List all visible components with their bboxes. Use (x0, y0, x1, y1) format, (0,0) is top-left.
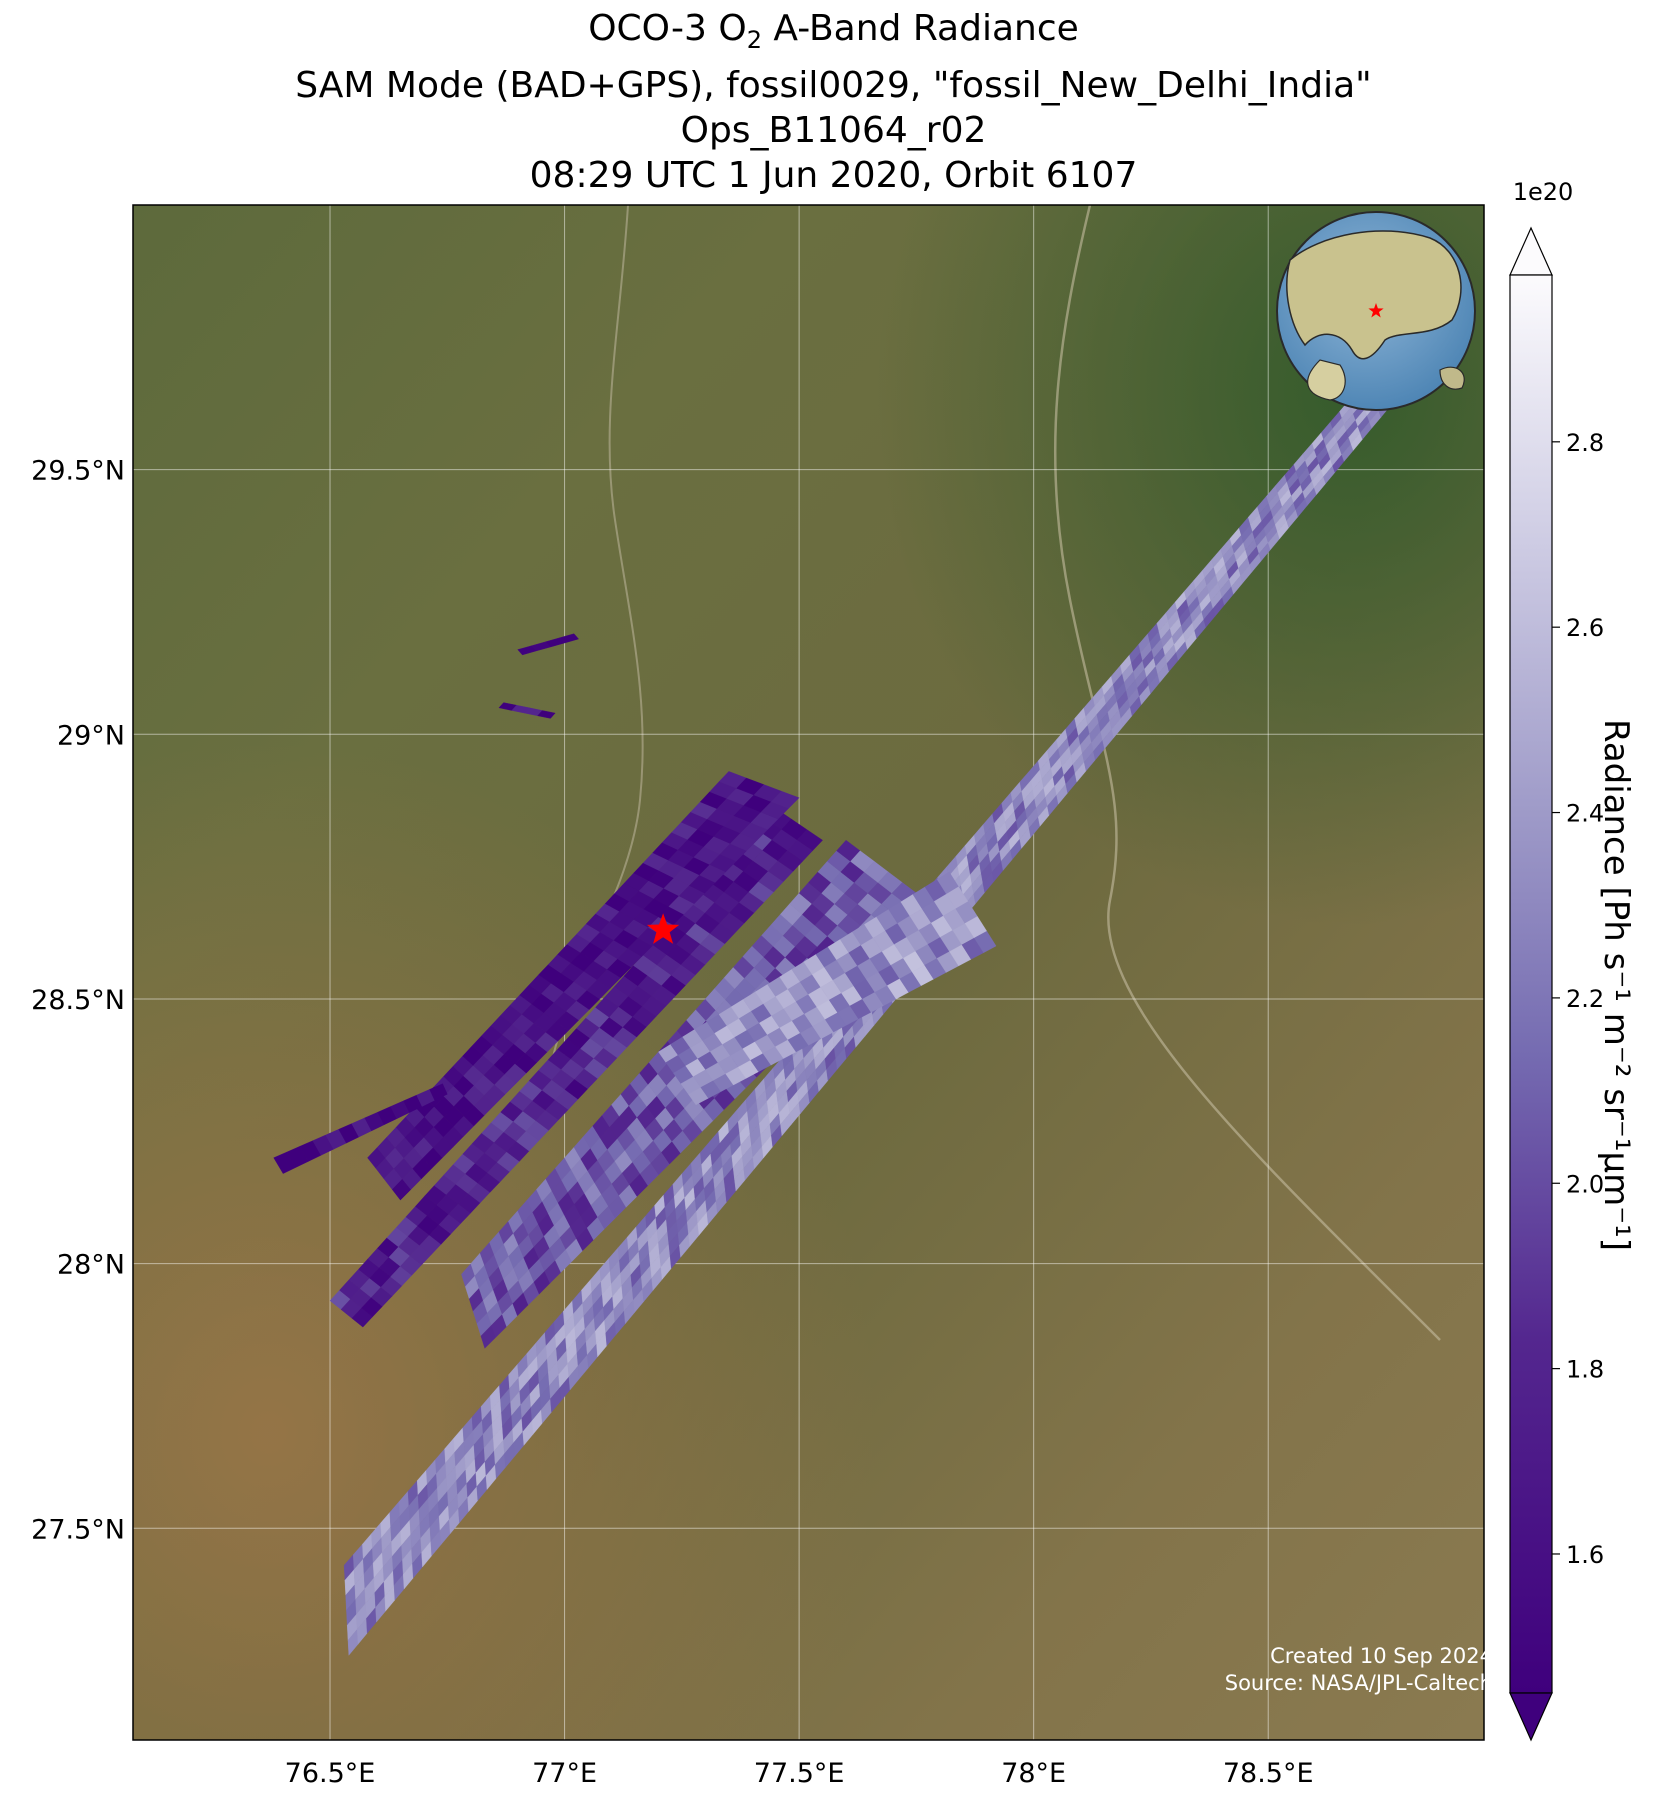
lon-tick-label: 78.5°E (1223, 1758, 1314, 1789)
river (1053, 205, 1441, 1341)
swath (658, 871, 997, 1106)
lat-tick-label: 28°N (57, 1250, 125, 1281)
created-credit: Created 10 Sep 2024 (1270, 1644, 1493, 1668)
longitude-ticks: 76.5°E 77°E 77.5°E 78°E 78.5°E (285, 1758, 1314, 1789)
colorbar-tick-label: 2.6 (1566, 614, 1604, 642)
colorbar-tick-label: 2.4 (1566, 800, 1604, 828)
lon-tick-label: 78°E (1001, 1758, 1066, 1789)
title-line-1: OCO-3 O2 A-Band Radiance (588, 8, 1079, 55)
title-line-2: SAM Mode (BAD+GPS), fossil0029, "fossil_… (295, 65, 1372, 107)
colorbar-label: Radiance [Ph s⁻¹ m⁻² sr⁻¹μm⁻¹] (1596, 719, 1636, 1251)
radiance-swaths (273, 368, 1391, 1656)
colorbar-tick-label: 1.6 (1566, 1541, 1604, 1569)
radiance-cell (559, 633, 579, 644)
lat-tick-label: 27.5°N (31, 1514, 125, 1545)
lat-tick-label: 29°N (57, 720, 125, 751)
swath (517, 633, 579, 656)
globe-land (1286, 230, 1462, 360)
swath (367, 771, 800, 1201)
lon-tick-label: 76.5°E (285, 1758, 376, 1789)
radiance-cell (796, 829, 823, 851)
globe-land (1307, 359, 1346, 401)
target-star-icon (646, 913, 680, 944)
latitude-ticks: 29.5°N 29°N 28.5°N 28°N 27.5°N (31, 456, 125, 1546)
colorbar-extend-top (1509, 226, 1553, 276)
colorbar-tick-label: 2.0 (1566, 1170, 1604, 1198)
lat-tick-label: 29.5°N (31, 456, 125, 487)
colorbar-extend-bottom (1509, 1692, 1553, 1742)
inset-globe (1276, 211, 1476, 411)
title-line-3: Ops_B11064_r02 (680, 110, 987, 152)
globe-land (1439, 366, 1465, 390)
swath (273, 1083, 448, 1174)
radiance-cell (974, 930, 997, 953)
colorbar-gradient (1509, 274, 1553, 1694)
colorbar-tick-label: 2.2 (1566, 985, 1604, 1013)
colorbar-tick-label: 2.8 (1566, 429, 1604, 457)
swath (343, 368, 1391, 1656)
colorbar-tick-label: 1.8 (1566, 1356, 1604, 1384)
chart-title: OCO-3 O2 A-Band Radiance SAM Mode (BAD+G… (0, 6, 1667, 198)
globe-star-icon (1368, 303, 1384, 318)
radiance-cell (429, 1083, 448, 1101)
lon-tick-label: 77°E (532, 1758, 597, 1789)
colorbar-exponent: 1e20 (1513, 178, 1574, 206)
target-star-marker (646, 913, 680, 944)
map-area (133, 205, 1484, 1740)
source-credit: Source: NASA/JPL-Caltech (1224, 1671, 1493, 1695)
colorbar: 1e20 1.6 1.8 2.0 2.2 2.4 2.6 2.8 Radiance [Ph … (1509, 178, 1636, 1742)
radiance-cell (537, 710, 556, 719)
swath (498, 702, 556, 719)
map-frame (132, 204, 1485, 1741)
lon-tick-label: 77.5°E (754, 1758, 845, 1789)
title-line-4: 08:29 UTC 1 Jun 2020, Orbit 6107 (529, 155, 1138, 197)
colorbar-ticks: 1.6 1.8 2.0 2.2 2.4 2.6 2.8 (1552, 429, 1604, 1569)
lat-tick-label: 28.5°N (31, 985, 125, 1016)
radiance-cell (770, 790, 800, 809)
swath (329, 808, 823, 1328)
